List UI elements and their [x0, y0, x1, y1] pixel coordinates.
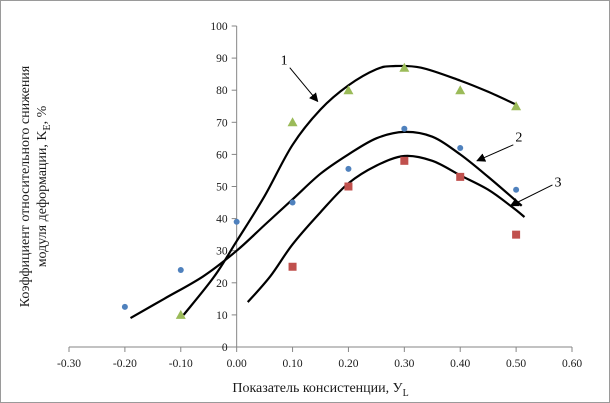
- y-tick-label: 40: [216, 214, 228, 226]
- data-point-square: [456, 172, 465, 181]
- y-tick-label: 60: [216, 149, 228, 161]
- data-point-triangle: [455, 85, 466, 95]
- x-tick-label: 0.60: [562, 358, 582, 370]
- tick-labels: -0.30 -0.20 -0.10 0.00 0.10 0.20 0.30 0.40 0.50 0…: [57, 21, 582, 370]
- y-tick-label: 30: [216, 246, 228, 258]
- data-point-square: [288, 262, 297, 271]
- y-tick-label: 70: [216, 117, 228, 129]
- x-tick-label: 0.50: [506, 358, 526, 370]
- data-point-circle: [289, 199, 296, 206]
- data-markers: [121, 62, 522, 319]
- x-tick-label: -0.20: [113, 358, 137, 370]
- curve-2-line: [129, 130, 523, 320]
- data-point-square: [512, 230, 521, 239]
- y-tick-label: 10: [216, 310, 228, 322]
- curve-1-label: 1: [281, 54, 288, 69]
- data-point-triangle: [343, 85, 354, 95]
- curve-2-arrow: [476, 144, 514, 162]
- fitted-curves: [129, 64, 526, 320]
- x-tick-label: 0.40: [450, 358, 470, 370]
- data-point-square: [344, 182, 353, 191]
- y-tick-label: 0: [222, 342, 228, 354]
- data-point-circle: [401, 125, 408, 132]
- data-point-circle: [513, 186, 520, 193]
- x-tick-label: -0.10: [169, 358, 193, 370]
- curve-1-arrow: [289, 67, 319, 103]
- curve-3-label: 3: [555, 176, 562, 191]
- curve-labels: 1 2 3: [281, 54, 562, 207]
- x-tick-label: -0.30: [57, 358, 81, 370]
- data-point-triangle: [287, 117, 298, 127]
- data-point-circle: [177, 266, 184, 273]
- curve-3-arrow: [509, 184, 553, 207]
- x-tick-label: 0.10: [282, 358, 302, 370]
- x-axis-title: Показатель консистенции, УL: [232, 381, 408, 399]
- y-tick-label: 20: [216, 278, 228, 290]
- data-point-circle: [345, 165, 352, 172]
- y-tick-label: 90: [216, 53, 228, 65]
- axes: [68, 25, 573, 352]
- data-point-triangle: [511, 101, 522, 111]
- y-axis-title: Коэффициент относительного снижения модул…: [18, 65, 53, 307]
- curve-3-line: [246, 154, 526, 303]
- y-tick-label: 50: [216, 182, 228, 194]
- curve-2-label: 2: [515, 131, 522, 146]
- x-tick-label: 0.20: [338, 358, 358, 370]
- data-point-circle: [233, 218, 240, 225]
- x-tick-label: 0.00: [227, 358, 247, 370]
- y-tick-label: 100: [210, 21, 228, 33]
- y-tick-label: 80: [216, 85, 228, 97]
- data-point-triangle: [175, 309, 186, 319]
- data-point-circle: [121, 303, 128, 310]
- data-point-triangle: [399, 62, 410, 72]
- data-point-square: [400, 156, 409, 165]
- data-point-circle: [457, 144, 464, 151]
- x-tick-label: 0.30: [394, 358, 414, 370]
